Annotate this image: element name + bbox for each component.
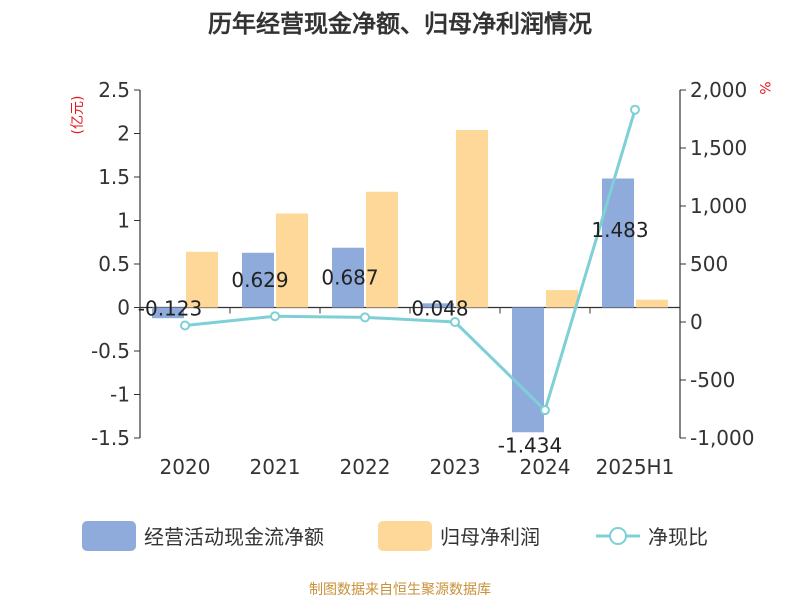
line-point (630, 104, 640, 115)
x-tick-label: 2022 (340, 455, 391, 479)
line-net-cash-ratio (184, 109, 637, 413)
bar-data-label: 0.629 (231, 268, 288, 292)
x-tick-label: 2025H1 (596, 455, 675, 479)
bar-operating-cashflow (512, 307, 544, 433)
left-tick-label: 2.5 (98, 78, 130, 102)
bar-net-profit (636, 299, 668, 308)
left-tick-label: 2 (117, 122, 130, 146)
axes: 2.5 2 1.5 1 0.5 0 -0.5 -1 -1.5 2,000 1,500 1,000 500… (91, 78, 755, 479)
bar-operating-cashflow (332, 247, 364, 308)
right-tick-label: 500 (690, 252, 728, 276)
bar-data-label: -1.434 (498, 433, 562, 457)
bar-net-profit (456, 130, 488, 308)
right-tick-label: 1,500 (690, 136, 747, 160)
left-tick-label: 1.5 (98, 165, 130, 189)
legend-label: 净现比 (648, 525, 708, 549)
line-point (540, 405, 550, 416)
legend-swatch (378, 521, 432, 551)
bar-net-profit (276, 213, 308, 308)
bar-operating-cashflow (152, 307, 184, 319)
left-tick-label: 1 (117, 209, 130, 233)
line-point (360, 312, 370, 323)
bar-operating-cashflow (242, 252, 274, 308)
bar-data-label: 0.687 (321, 266, 378, 290)
x-tick-label: 2024 (520, 455, 571, 479)
legend-item[interactable]: 经营活动现金流净额 (82, 521, 324, 551)
line-point (450, 317, 460, 327)
legend-swatch (82, 521, 136, 551)
bars (152, 130, 668, 433)
legend-label: 归母净利润 (440, 525, 540, 549)
legend[interactable]: 经营活动现金流净额 归母净利润 净现比 (82, 521, 708, 551)
legend-item[interactable]: 归母净利润 (378, 521, 540, 551)
left-tick-label: -1 (110, 383, 130, 407)
left-tick-label: 0.5 (98, 252, 130, 276)
right-tick-label: 1,000 (690, 194, 747, 218)
x-tick-label: 2020 (160, 455, 211, 479)
bar-data-label: 1.483 (591, 218, 648, 242)
legend-label: 经营活动现金流净额 (144, 525, 324, 549)
bar-net-profit (366, 191, 398, 308)
bar-operating-cashflow (602, 178, 634, 308)
right-tick-label: -1,000 (690, 426, 754, 450)
left-tick-label: -0.5 (91, 339, 130, 363)
right-tick-label: 0 (690, 310, 703, 334)
bar-net-profit (186, 251, 218, 308)
legend-item[interactable]: 净现比 (596, 525, 708, 549)
x-tick-label: 2021 (250, 455, 301, 479)
line-point (270, 311, 280, 322)
left-tick-label: 0 (117, 296, 130, 320)
line-point (180, 320, 190, 331)
right-tick-label: 2,000 (690, 78, 747, 102)
bar-operating-cashflow (422, 303, 454, 308)
legend-marker (609, 527, 627, 545)
chart-title: 历年经营现金净额、归母净利润情况 (208, 10, 592, 38)
bar-net-profit (546, 290, 578, 308)
left-tick-label: -1.5 (91, 426, 130, 450)
source-note: 制图数据来自恒生聚源数据库 (309, 582, 491, 598)
data-labels: -0.123 0.629 0.687 0.048 -1.434 1.483 (138, 218, 649, 457)
left-axis-unit: (亿元) (70, 96, 86, 135)
right-tick-label: -500 (690, 368, 735, 392)
bar-data-label: 0.048 (411, 297, 468, 321)
bar-data-label: -0.123 (138, 297, 202, 321)
line-series (180, 104, 640, 416)
x-tick-label: 2023 (430, 455, 481, 479)
right-axis-unit: % (756, 81, 772, 94)
